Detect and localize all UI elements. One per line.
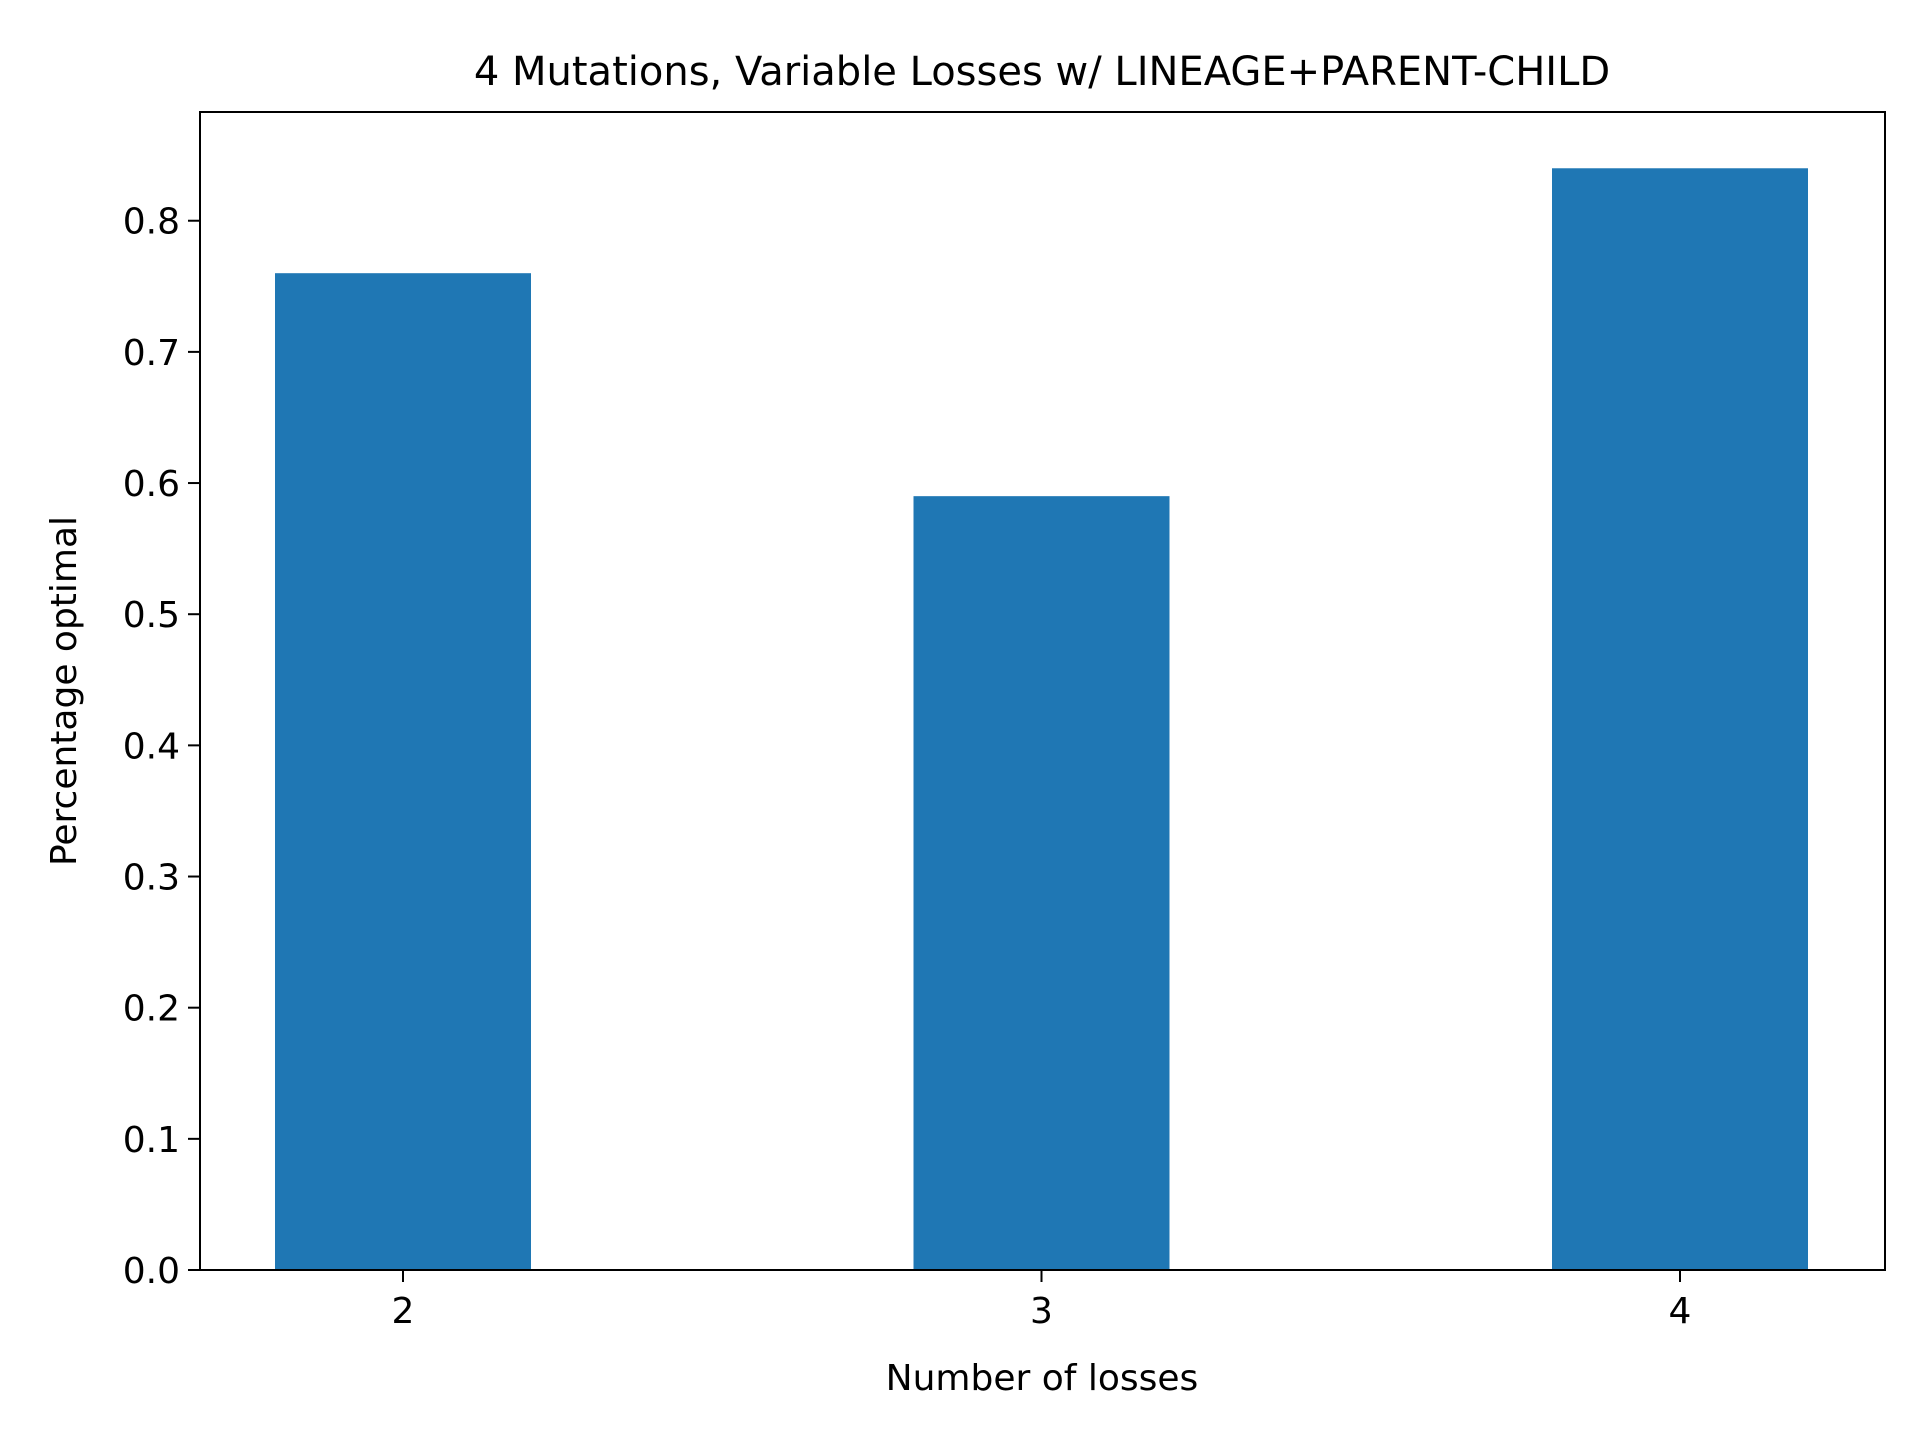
bars-group	[275, 168, 1808, 1270]
y-axis: 0.0 0.1 0.2 0.3 0.4 0.5 0.6 0.7 0.8	[123, 202, 200, 1292]
y-tick-label: 0.2	[123, 989, 180, 1030]
bar-4	[1552, 168, 1808, 1270]
y-tick-label: 0.3	[123, 858, 180, 899]
y-axis-label: Percentage optimal	[44, 516, 85, 866]
x-tick-label: 2	[392, 1291, 415, 1332]
y-tick-label: 0.6	[123, 464, 180, 505]
chart-title: 4 Mutations, Variable Losses w/ LINEAGE+…	[474, 49, 1610, 95]
plot-frame	[199, 111, 1886, 1271]
bar-2	[275, 273, 531, 1270]
x-axis: 2 3 4	[392, 1270, 1692, 1332]
x-axis-label: Number of losses	[886, 1358, 1199, 1399]
y-tick-label: 0.7	[123, 333, 180, 374]
x-tick-label: 3	[1030, 1291, 1053, 1332]
y-tick-label: 0.0	[123, 1251, 180, 1292]
y-tick-label: 0.5	[123, 595, 180, 636]
y-tick-label: 0.8	[123, 202, 180, 243]
bar-3	[913, 496, 1170, 1270]
y-tick-label: 0.4	[123, 726, 180, 767]
y-tick-label: 0.1	[123, 1120, 180, 1161]
x-tick-label: 4	[1669, 1291, 1692, 1332]
